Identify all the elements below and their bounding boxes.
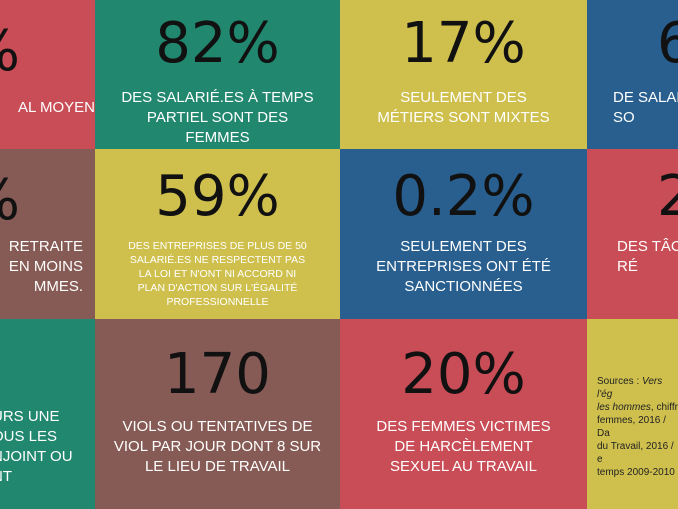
tile-avg-salary: % AL MOYEN (0, 0, 95, 149)
sources-line-5: temps 2009-2010 (597, 467, 675, 478)
tile-caption: SEULEMENT DES ENTREPRISES ONT ÉTÉ SANCTI… (376, 238, 551, 295)
sources-rest-1: , chiffr (650, 402, 678, 413)
tile-caption: AL MOYEN (18, 99, 95, 116)
tile-sources: Sources : Vers l'ég les hommes, chiffr f… (587, 319, 678, 509)
tile-caption: DES SALARIÉ.ES À TEMPS PARTIEL SONT DES … (121, 89, 314, 146)
tile-caption: VIOLS OU TENTATIVES DE VIOL PAR JOUR DON… (113, 418, 322, 475)
sources-title-1: Vers l'ég (597, 376, 663, 400)
tile-spouse-violence: URS UNE OUS LES NJOINT OU NT (0, 319, 95, 509)
tile-number: 0.2% (392, 164, 535, 229)
tile-number: 170 (164, 342, 271, 407)
sources-title-2: les hommes (597, 402, 651, 413)
tile-caption: SEULEMENT DES MÉTIERS SONT MIXTES (377, 89, 550, 126)
sources-prefix: Sources : (597, 376, 643, 387)
tile-number: % (0, 169, 20, 233)
tile-harassment: 20% DES FEMMES VICTIMES DE HARCÈLEMENT S… (340, 319, 587, 509)
tile-number: 17% (401, 11, 526, 76)
sources-text: Sources : Vers l'ég les hommes, chiffr f… (597, 375, 678, 479)
tile-smic: 6 DE SALAR SMIC SO (587, 0, 678, 149)
tile-tasks: 2 DES TÂC SONT RÉ (587, 149, 678, 319)
tile-number: % (0, 20, 20, 84)
tile-mixed-jobs: 17% SEULEMENT DES MÉTIERS SONT MIXTES (340, 0, 587, 149)
tile-caption: URS UNE OUS LES NJOINT OU NT (0, 408, 73, 485)
tile-caption: DES TÂC SONT RÉ (617, 238, 678, 275)
tile-caption: DES FEMMES VICTIMES DE HARCÈLEMENT SEXUE… (376, 418, 551, 475)
tile-number: 20% (401, 342, 526, 407)
tile-number: 59% (155, 164, 280, 229)
tile-number: 6 (657, 11, 678, 76)
tile-caption: RETRAITE EN MOINS MMES. (8, 238, 83, 295)
tile-number: 82% (155, 11, 280, 76)
sources-line-4: du Travail, 2016 / e (597, 441, 674, 465)
tile-part-time-women: 82% DES SALARIÉ.ES À TEMPS PARTIEL SONT … (95, 0, 340, 149)
tile-companies-law: 59% DES ENTREPRISES DE PLUS DE 50 SALARI… (95, 149, 340, 319)
tile-number: 2 (657, 164, 678, 229)
tile-retirement: % RETRAITE EN MOINS MMES. (0, 149, 95, 319)
sources-line-3: femmes, 2016 / Da (597, 415, 666, 439)
tile-rapes: 170 VIOLS OU TENTATIVES DE VIOL PAR JOUR… (95, 319, 340, 509)
tile-caption: DES ENTREPRISES DE PLUS DE 50 SALARIÉ.ES… (128, 240, 307, 308)
tile-sanctions: 0.2% SEULEMENT DES ENTREPRISES ONT ÉTÉ S… (340, 149, 587, 319)
tile-caption: DE SALAR SMIC SO (613, 89, 678, 126)
